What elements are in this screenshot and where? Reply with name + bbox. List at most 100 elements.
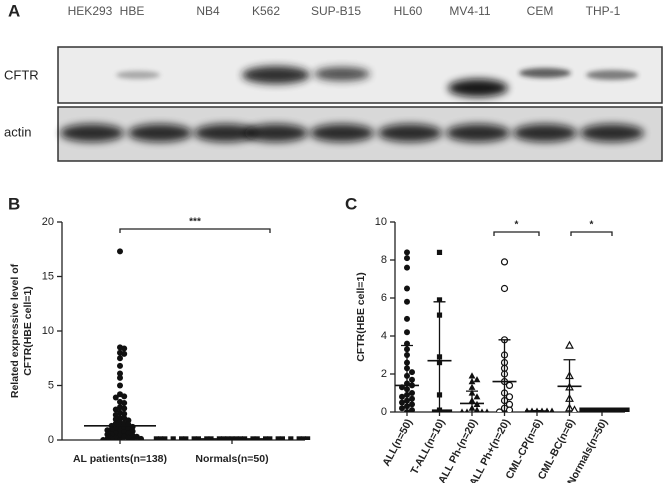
significance-label: * [590, 220, 594, 231]
data-point [404, 264, 410, 271]
error-bar [498, 339, 511, 412]
data-point [104, 427, 111, 434]
data-point [505, 393, 514, 401]
y-tick-label: 0 [381, 406, 387, 418]
lane-labels: HEK293 HBE NB4 K562 SUP-B15 HL60 MV4-11 CEM THP-… [68, 4, 621, 18]
error-bar [401, 344, 413, 412]
series [492, 258, 517, 412]
data-point [117, 355, 123, 362]
data-point [404, 329, 410, 336]
panel-label: A [8, 1, 20, 20]
data-point [267, 436, 273, 440]
series [579, 407, 630, 412]
data-point [404, 249, 410, 256]
data-point [565, 340, 574, 349]
panel-label: B [8, 194, 20, 213]
data-point [584, 407, 590, 412]
series [84, 248, 156, 440]
data-point [409, 390, 415, 396]
error-bar [466, 390, 478, 412]
error-bar [531, 410, 543, 412]
blot-cftr [57, 46, 663, 104]
data-point [404, 255, 410, 262]
lane-label: MV4-11 [449, 4, 490, 18]
data-point [305, 436, 311, 440]
data-point [121, 410, 128, 417]
data-point [460, 408, 464, 412]
data-point [399, 405, 405, 412]
data-point [495, 408, 504, 412]
data-point [104, 431, 111, 438]
lane-label: HBE [120, 4, 145, 18]
data-point [468, 378, 476, 385]
y-tick-label: 6 [381, 292, 387, 304]
series [524, 407, 555, 412]
data-point [296, 436, 302, 440]
data-point [614, 407, 620, 412]
x-tick-label: AL patients(n=138) [73, 453, 167, 465]
series [395, 249, 419, 412]
data-point [473, 406, 481, 412]
significance-bracket [493, 231, 540, 236]
data-point [409, 369, 415, 376]
data-point [473, 393, 481, 400]
data-point [300, 436, 306, 440]
significance-bracket [119, 228, 271, 233]
data-point [409, 395, 415, 402]
data-point [117, 370, 123, 377]
blot-actin [57, 106, 663, 162]
data-point [505, 406, 514, 412]
error-bar [433, 301, 446, 412]
y-tick-label: 10 [42, 325, 54, 337]
data-point [125, 417, 132, 424]
data-point [183, 436, 189, 440]
data-point [179, 436, 185, 440]
data-point [288, 436, 294, 440]
series [153, 436, 318, 441]
data-point [158, 436, 164, 440]
row-label: CFTR [4, 67, 39, 82]
data-point [579, 407, 585, 412]
data-point [117, 248, 123, 255]
y-tick-label: 5 [48, 379, 54, 391]
series [427, 249, 453, 412]
data-point [121, 345, 128, 352]
y-tick-label: 4 [381, 330, 387, 342]
series [460, 372, 489, 412]
data-point [436, 249, 443, 255]
data-point [112, 394, 119, 401]
data-point [404, 298, 410, 305]
y-axis-label: CFTR(HBE cell=1) [355, 272, 367, 362]
data-point [399, 399, 405, 406]
data-point [409, 401, 415, 408]
data-point [409, 376, 415, 383]
lane-label: K562 [252, 4, 280, 18]
y-axis-label: Related expressive level of [9, 263, 21, 398]
y-tick-label: 0 [48, 434, 54, 446]
data-point [549, 407, 555, 412]
data-point [275, 436, 281, 440]
data-point [441, 409, 448, 412]
data-point [485, 408, 489, 412]
lane-label: SUP-B15 [311, 4, 361, 18]
data-point [153, 436, 159, 440]
data-point [570, 405, 579, 412]
data-point [117, 362, 123, 369]
data-point [404, 315, 410, 322]
panel-label: C [345, 194, 357, 213]
data-point [117, 437, 123, 440]
row-label: actin [4, 124, 31, 139]
y-tick-label: 10 [375, 216, 387, 228]
data-point [117, 374, 123, 381]
data-point [100, 437, 107, 440]
data-point [162, 436, 168, 440]
data-point [446, 409, 453, 412]
data-point [121, 350, 128, 357]
data-point [480, 408, 484, 412]
data-point [108, 427, 115, 434]
data-point [500, 284, 509, 293]
data-point [129, 437, 136, 440]
x-tick-label: Normals(n=50) [195, 453, 268, 465]
data-point [313, 436, 318, 441]
series [557, 340, 582, 412]
